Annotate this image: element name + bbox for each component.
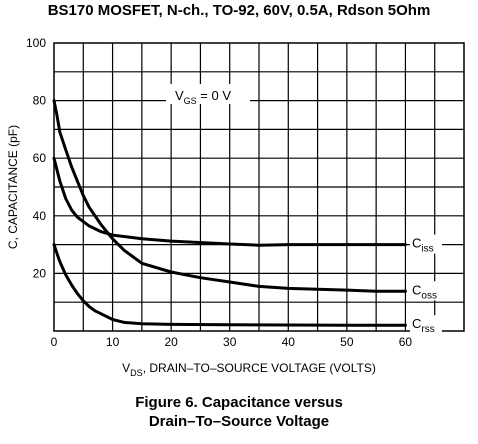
x-tick-label: 40: [282, 335, 296, 349]
page-title: BS170 MOSFET, N-ch., TO-92, 60V, 0.5A, R…: [47, 2, 431, 19]
vgs-annotation: VGS = 0 V: [175, 88, 231, 106]
y-tick-label: 80: [33, 94, 47, 108]
y-tick-label: 20: [33, 266, 47, 280]
x-tick-label: 20: [164, 335, 178, 349]
y-tick-label: 40: [33, 209, 47, 223]
caption-line-1: Figure 6. Capacitance versus: [135, 394, 343, 411]
x-tick-label: 10: [106, 335, 120, 349]
series-label-ciss: Ciss: [412, 236, 434, 255]
series-label-crss: Crss: [412, 316, 435, 335]
x-tick-label: 0: [51, 335, 58, 349]
plot-border: [53, 42, 465, 332]
series-line-ciss: [52, 156, 407, 247]
y-tick-label: 100: [26, 36, 46, 50]
series-label-coss: Coss: [412, 282, 437, 301]
series-label-background: [410, 281, 442, 301]
x-axis-label: VDS, DRAIN–TO–SOURCE VOLTAGE (VOLTS): [122, 361, 376, 378]
x-tick-label: 50: [340, 335, 354, 349]
y-axis-label: C, CAPACITANCE (pF): [6, 125, 20, 249]
x-tick-label: 30: [223, 335, 237, 349]
figure-caption: Figure 6. Capacitance versus Drain–To–So…: [0, 393, 478, 431]
series-line-crss: [52, 243, 407, 327]
series-label-background: [410, 234, 442, 254]
series-line-coss: [52, 99, 407, 293]
series-label-background: [410, 315, 442, 335]
y-tick-label: 60: [33, 151, 47, 165]
x-tick-label: 60: [399, 335, 413, 349]
annotation-background: [166, 84, 250, 104]
caption-line-2: Drain–To–Source Voltage: [148, 413, 330, 430]
